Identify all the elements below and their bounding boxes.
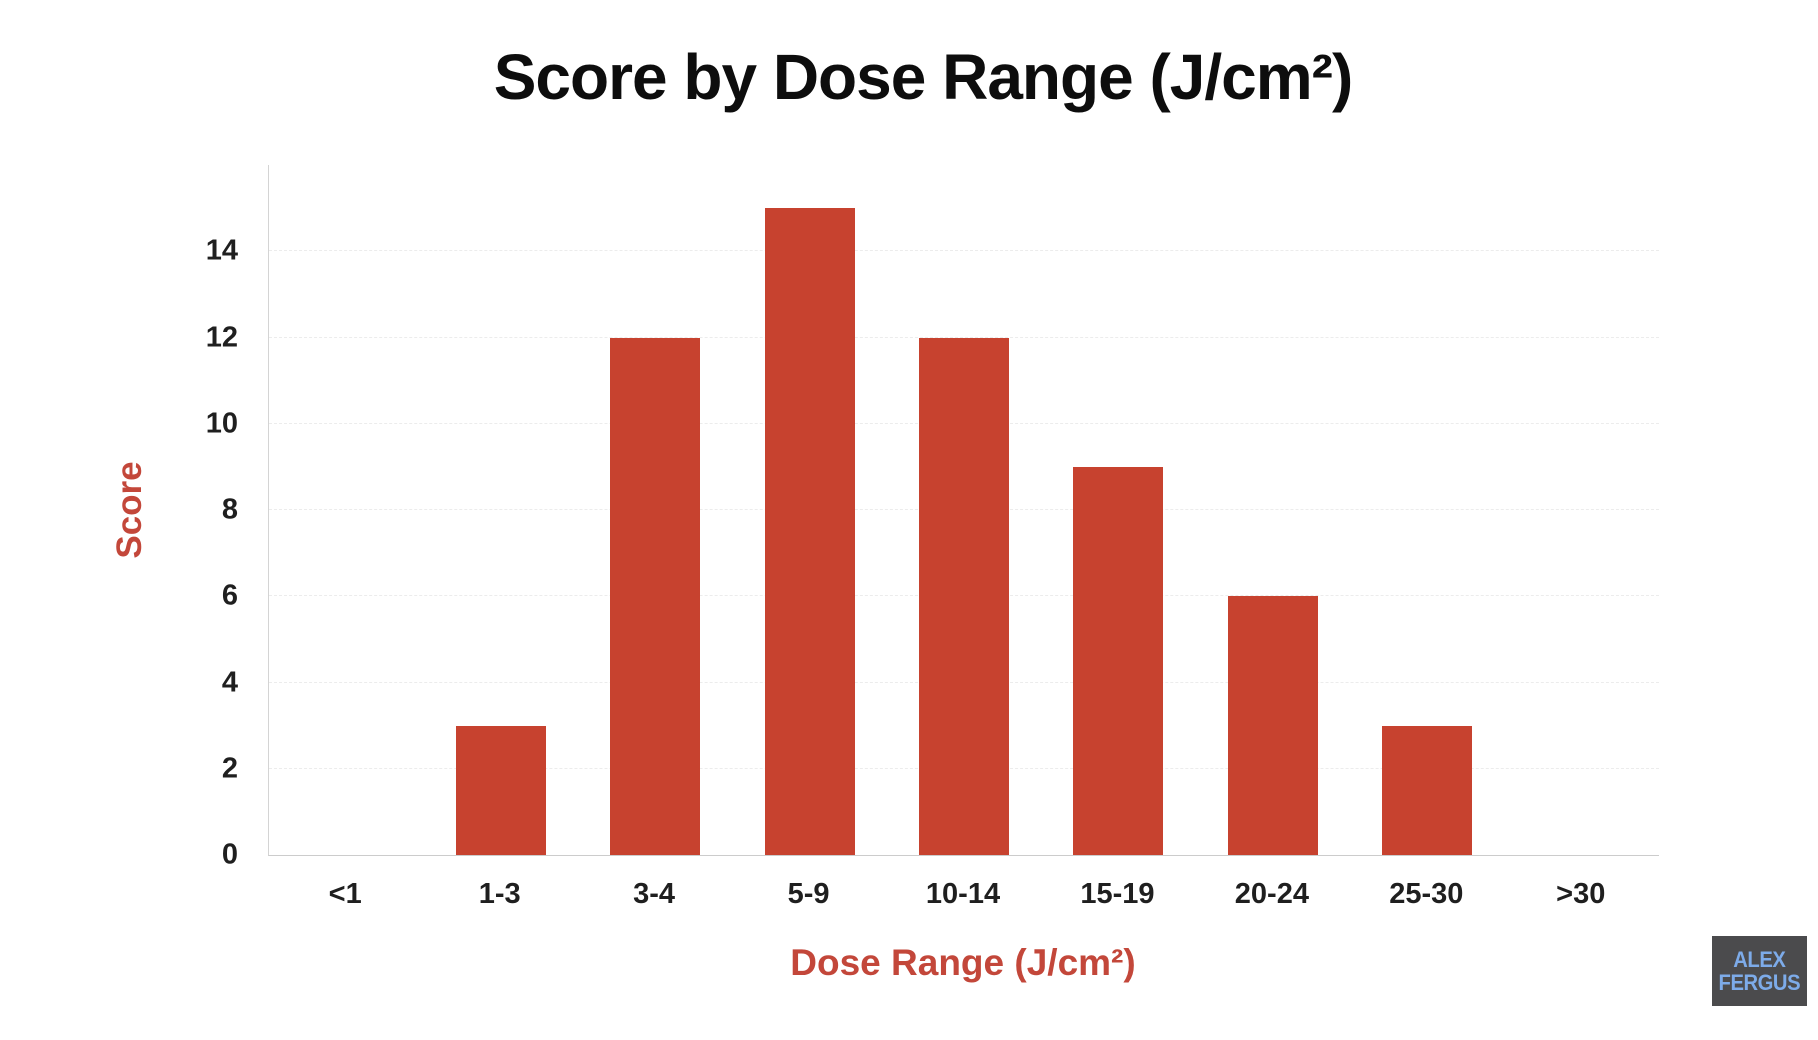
bar-1-3 [455,725,546,855]
y-tick-label-4: 4 [221,666,238,698]
y-tick-label-12: 12 [205,321,238,353]
bar-5-9 [764,208,855,855]
x-tick-label->30: >30 [1556,878,1606,910]
bar-slot->30 [1505,165,1659,855]
bar-slot-15-19 [1041,165,1195,855]
chart-title: Score by Dose Range (J/cm²) [493,41,1354,113]
x-tick-label-3-4: 3-4 [633,878,676,910]
gridline-y-14 [269,250,1659,252]
bar-slot-1-3 [423,165,577,855]
y-tick-label-2: 2 [221,752,238,785]
bar-slot-20-24 [1196,165,1350,855]
y-tick-label-8: 8 [221,493,238,526]
bar-15-19 [1073,466,1164,855]
bar-10-14 [918,337,1009,855]
y-tick-label-6: 6 [221,579,238,612]
bar-slot-3-4 [578,165,732,855]
bar-slot-<1 [269,165,423,855]
bar-slot-5-9 [732,165,886,855]
x-tick-label-10-14: 10-14 [925,878,1001,910]
bar-slot-25-30 [1350,165,1504,855]
x-axis-title: Dose Range (J/cm²) [790,942,1136,983]
x-tick-label-25-30: 25-30 [1389,878,1464,910]
y-tick-label-10: 10 [205,407,238,440]
y-tick-label-14: 14 [205,234,238,267]
logo-line1: ALEX [1733,946,1786,972]
bar-slot-10-14 [887,165,1041,855]
bar-3-4 [610,337,701,855]
x-tick-label-15-19: 15-19 [1080,878,1155,910]
plot-area [268,165,1659,856]
logo-line2: FERGUS [1718,970,1801,995]
x-tick-label-5-9: 5-9 [787,878,830,910]
gridline-y-12 [269,336,1659,338]
x-tick-label-20-24: 20-24 [1234,878,1309,910]
y-axis-title: Score [110,461,149,559]
bar-25-30 [1382,725,1473,855]
alex-fergus-logo: ALEX FERGUS [1712,936,1807,1006]
x-tick-label-1-3: 1-3 [478,878,521,910]
x-tick-label-<1: <1 [328,878,362,910]
bar-20-24 [1227,596,1318,855]
y-tick-label-0: 0 [221,838,238,871]
